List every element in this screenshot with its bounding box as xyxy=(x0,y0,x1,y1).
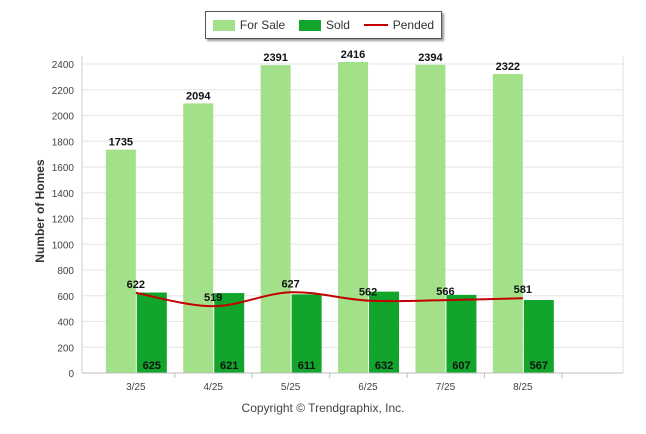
y-tick-label: 600 xyxy=(57,292,74,303)
data-label-sold: 632 xyxy=(375,360,393,372)
bar-sold xyxy=(369,291,400,373)
bar-for-sale xyxy=(415,64,446,374)
y-axis-label: Number of Homes xyxy=(33,159,47,263)
x-tick-label: 7/25 xyxy=(436,382,456,393)
data-label-for-sale: 2416 xyxy=(341,49,365,61)
data-label-for-sale: 2094 xyxy=(186,90,211,102)
y-tick-label: 2000 xyxy=(52,112,75,123)
data-label-sold: 611 xyxy=(298,360,316,372)
bar-for-sale xyxy=(260,65,291,373)
sold-swatch xyxy=(298,19,321,31)
copyright-text: Copyright © Trendgraphix, Inc. xyxy=(241,401,405,415)
data-label-pended: 581 xyxy=(514,284,532,296)
data-label-sold: 621 xyxy=(220,360,238,372)
x-tick-label: 3/25 xyxy=(126,382,146,393)
pended-swatch xyxy=(363,24,388,26)
pended-line-path xyxy=(135,291,523,308)
data-label-pended: 627 xyxy=(281,278,299,290)
y-tick-label: 800 xyxy=(57,266,74,277)
data-label-sold: 625 xyxy=(143,360,161,372)
y-tick-label: 1200 xyxy=(52,215,75,226)
bar-for-sale xyxy=(183,103,214,374)
axes: 0 200 400 600 800 1000 1200 1400 1600 1800 2000 220… xyxy=(52,56,624,393)
data-label-sold: 607 xyxy=(452,360,470,372)
legend-label-for-sale: For Sale xyxy=(239,18,286,32)
x-tick-label: 4/25 xyxy=(203,382,223,393)
data-label-pended: 566 xyxy=(436,286,454,298)
data-label-for-sale: 2394 xyxy=(418,52,443,64)
legend-item-sold[interactable]: Sold xyxy=(298,18,350,32)
data-label-pended: 562 xyxy=(359,287,377,299)
y-tick-label: 1800 xyxy=(52,137,75,148)
data-label-pended: 622 xyxy=(127,279,145,291)
y-tick-label: 200 xyxy=(57,343,74,354)
bar-sold xyxy=(136,292,167,373)
legend-item-pended[interactable]: Pended xyxy=(363,18,435,32)
data-label-for-sale: 2322 xyxy=(496,61,520,73)
data-label-sold: 567 xyxy=(530,360,548,372)
y-tick-label: 0 xyxy=(68,369,74,380)
for-sale-swatch xyxy=(212,19,235,31)
y-tick-label: 1400 xyxy=(52,189,75,200)
legend-label-pended: Pended xyxy=(392,18,435,32)
bar-for-sale xyxy=(492,74,523,373)
data-label-for-sale: 2391 xyxy=(263,52,287,64)
y-tick-label: 2400 xyxy=(52,60,75,71)
x-tick-label: 6/25 xyxy=(358,382,378,393)
y-tick-label: 2200 xyxy=(52,86,75,97)
bar-sold xyxy=(446,294,477,373)
y-tick-label: 1600 xyxy=(52,163,75,174)
data-label-pended: 519 xyxy=(204,292,222,304)
data-label-for-sale: 1735 xyxy=(109,137,133,149)
bar-for-sale xyxy=(105,149,136,373)
legend: For Sale Sold Pended xyxy=(205,11,442,39)
data-labels: 1735 625 622 2094 621 519 2391 611 627 2416 632 562… xyxy=(109,49,548,372)
x-tick-label: 5/25 xyxy=(281,382,301,393)
bars xyxy=(105,61,554,374)
bar-sold xyxy=(291,294,322,373)
legend-item-for-sale[interactable]: For Sale xyxy=(212,18,286,32)
y-tick-label: 400 xyxy=(57,318,74,329)
bar-for-sale xyxy=(338,61,369,373)
bar-sold xyxy=(523,299,554,373)
y-tick-label: 1000 xyxy=(52,240,75,251)
legend-label-sold: Sold xyxy=(325,18,350,32)
pended-line xyxy=(135,291,523,308)
x-tick-label: 8/25 xyxy=(513,382,533,393)
